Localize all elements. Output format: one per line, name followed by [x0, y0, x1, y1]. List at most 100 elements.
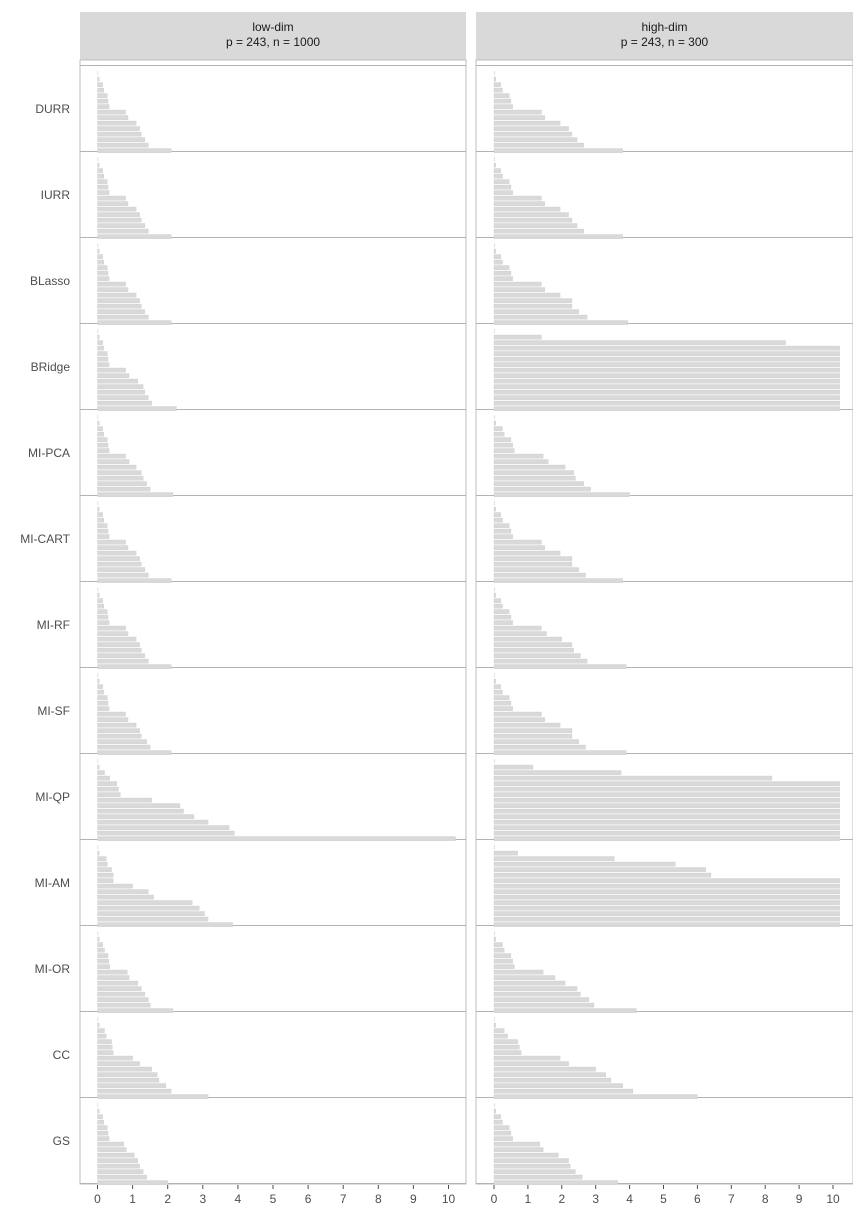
bar [493, 248, 496, 254]
bar [97, 922, 233, 927]
bar [97, 550, 137, 556]
bar [97, 195, 126, 201]
bar [493, 259, 503, 265]
bar [493, 797, 840, 803]
bar [493, 684, 501, 689]
facet-strip-0 [80, 12, 466, 60]
bar [97, 642, 140, 647]
bar [97, 814, 195, 819]
bar [494, 329, 495, 334]
bar [97, 792, 121, 797]
bar [493, 567, 579, 572]
bar [493, 228, 584, 234]
bar [493, 556, 573, 561]
bar [493, 1022, 496, 1028]
bar [97, 803, 181, 808]
x-tick-label: 2 [164, 1192, 171, 1206]
bar [97, 819, 209, 825]
bar [493, 1141, 540, 1147]
bar [97, 254, 103, 259]
x-tick-label: 5 [660, 1192, 667, 1206]
bar [493, 792, 840, 797]
bar [493, 883, 840, 889]
bar [97, 620, 110, 625]
bar [97, 1044, 113, 1050]
bar [493, 980, 566, 986]
bar [493, 916, 840, 922]
bar [493, 872, 712, 878]
facet-row-label: DURR [35, 102, 70, 116]
bar [493, 367, 840, 373]
bar [97, 492, 174, 497]
bar [97, 722, 137, 728]
bar [493, 664, 627, 669]
x-tick-label: 7 [728, 1192, 735, 1206]
x-tick-label: 6 [305, 1192, 312, 1206]
bar [493, 464, 566, 470]
bar [97, 104, 110, 109]
bar [97, 448, 110, 453]
bar [97, 314, 149, 320]
bar [97, 695, 108, 700]
facet-row-label: BLasso [30, 274, 70, 288]
bar [493, 722, 561, 728]
bar [493, 534, 513, 539]
bar [493, 148, 623, 153]
bar [97, 905, 200, 911]
x-tick-label: 9 [410, 1192, 417, 1206]
bar [97, 1152, 135, 1158]
bar [97, 592, 100, 598]
bar [97, 168, 103, 173]
x-tick-label: 8 [762, 1192, 769, 1206]
bar [493, 93, 510, 98]
bar [97, 329, 99, 334]
bar [97, 373, 130, 378]
bar [493, 894, 840, 900]
bar [97, 234, 172, 239]
bar [493, 212, 569, 217]
bar [493, 76, 496, 82]
bar [493, 958, 513, 964]
bar [493, 922, 840, 927]
bar [97, 1039, 112, 1044]
bar [493, 512, 501, 517]
bar [493, 1125, 510, 1130]
bar [97, 856, 107, 861]
bar [493, 975, 556, 980]
bar [493, 481, 584, 486]
bar [493, 911, 840, 916]
bar [97, 420, 100, 426]
bar [493, 517, 503, 523]
bar [97, 389, 146, 395]
bar [493, 1130, 512, 1136]
x-tick-label: 10 [826, 1192, 840, 1206]
bar [97, 889, 149, 894]
bar [493, 334, 542, 340]
bar [493, 942, 503, 947]
bar [493, 179, 510, 184]
bar [493, 506, 496, 512]
bar [493, 400, 840, 406]
bar [97, 598, 103, 603]
bar [97, 71, 99, 76]
bar [97, 501, 99, 506]
bar [97, 997, 149, 1002]
bar [493, 764, 534, 770]
bar [493, 162, 496, 168]
bar [97, 512, 103, 517]
bar [493, 1169, 576, 1174]
bar [97, 115, 129, 120]
bar [97, 947, 105, 953]
facet-row-label: GS [53, 1134, 70, 1148]
bar [97, 733, 142, 739]
bar [493, 867, 707, 872]
bar [97, 120, 137, 126]
bar [493, 770, 622, 775]
bar [493, 578, 623, 583]
bar [493, 195, 542, 201]
bar [97, 367, 126, 373]
bar [493, 373, 840, 378]
bar [97, 309, 146, 314]
bar [493, 1174, 583, 1180]
bar [493, 1163, 571, 1169]
